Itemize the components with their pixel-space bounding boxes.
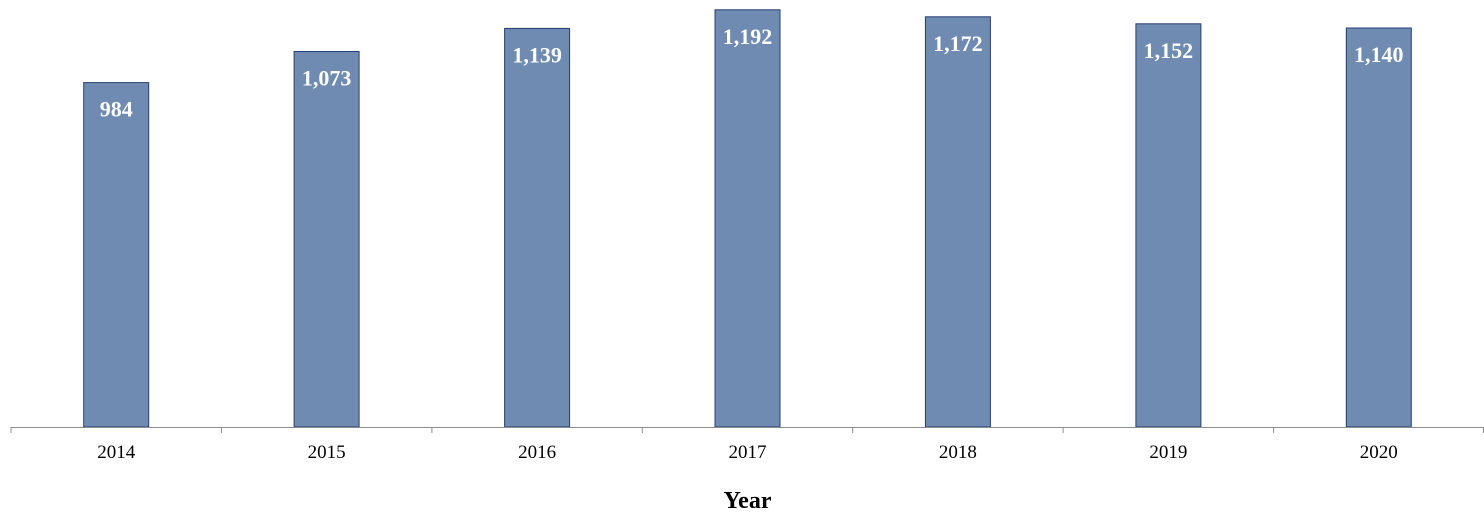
bar-series [83, 9, 1412, 428]
tick-label-2015: 2015 [308, 442, 346, 463]
data-label-2015: 1,073 [302, 66, 352, 91]
tick-label-2016: 2016 [518, 442, 556, 463]
bar-2019 [1135, 23, 1202, 428]
bar-2015 [293, 51, 360, 428]
data-label-2020: 1,140 [1354, 42, 1404, 67]
bar-2017 [714, 9, 781, 428]
data-label-2017: 1,192 [723, 24, 773, 49]
bar-2016 [504, 27, 571, 428]
bar-2020 [1345, 27, 1412, 428]
data-label-2019: 1,152 [1144, 38, 1194, 63]
tick-label-2020: 2020 [1360, 442, 1398, 463]
bar-2014 [83, 82, 150, 428]
tick-label-2017: 2017 [729, 442, 767, 463]
data-label-2014: 984 [100, 97, 133, 122]
data-label-2018: 1,172 [933, 31, 983, 56]
bar-2018 [924, 16, 991, 428]
x-axis-title: Year [724, 488, 772, 514]
data-labels: 984 1,073 1,139 1,192 1,172 1,152 1,140 [100, 24, 1404, 122]
data-label-2016: 1,139 [512, 42, 562, 67]
tick-label-2019: 2019 [1149, 442, 1187, 463]
tick-label-2014: 2014 [97, 442, 136, 463]
tick-label-2018: 2018 [939, 442, 977, 463]
x-axis-tick-labels: 2014 2015 2016 2017 2018 2019 2020 [97, 442, 1398, 463]
